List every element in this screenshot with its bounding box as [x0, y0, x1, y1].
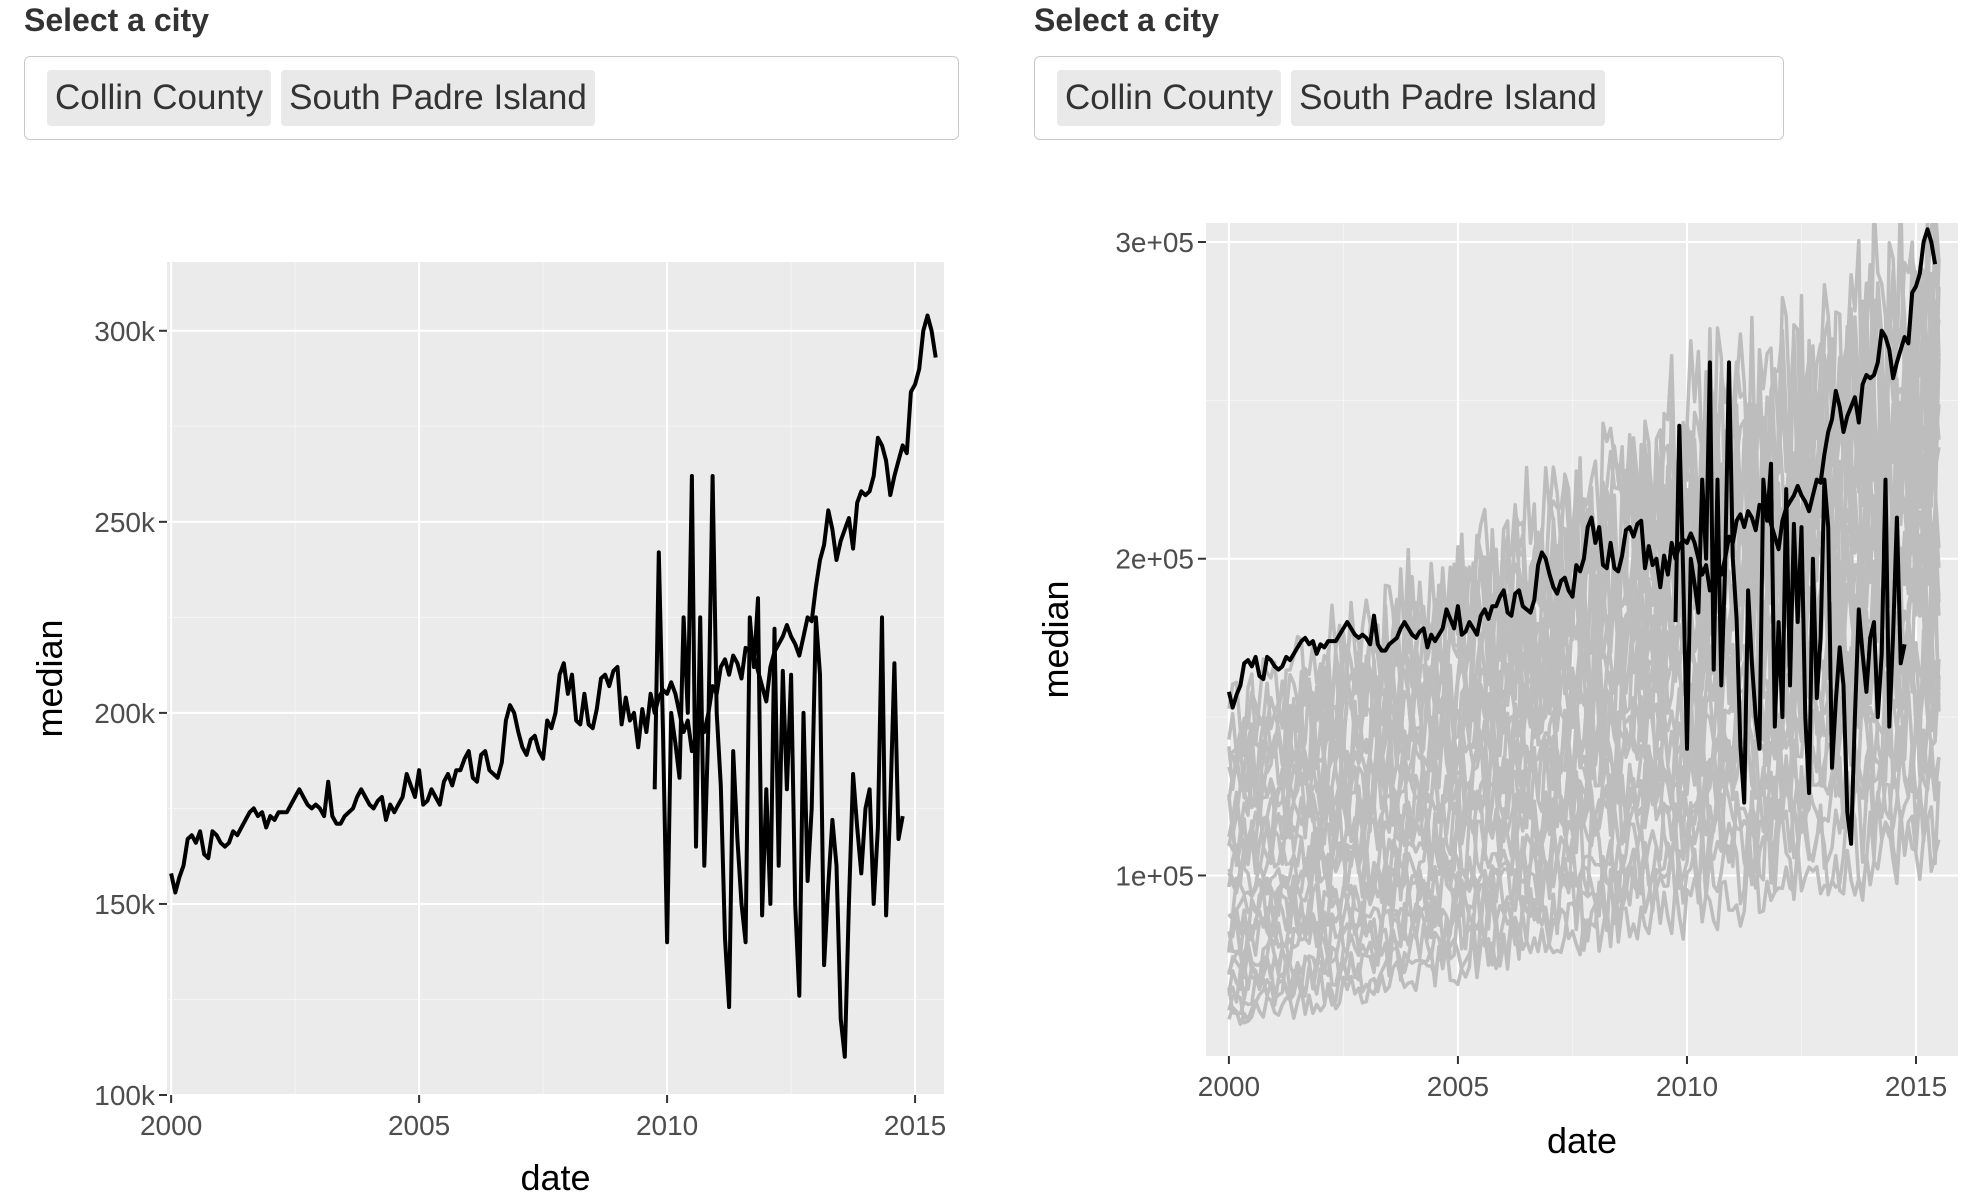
x-tick-label: 2015	[884, 1110, 946, 1141]
median-line-chart: 100k 150k 200k 250k 300k 2000 2005 2010 2015 date…	[29, 262, 946, 1194]
city-select-input[interactable]: Collin County South Padre Island	[1034, 56, 1784, 140]
background-series-line	[1227, 745, 1941, 1016]
x-tick-label: 2010	[636, 1110, 698, 1141]
x-axis-title: date	[520, 1157, 590, 1194]
y-tick-label: 200k	[94, 698, 156, 729]
select-city-label: Select a city	[24, 2, 209, 38]
median-line-chart-with-context: 1e+05 2e+05 3e+05 2000 2005 2010 2015 date media…	[1035, 223, 1958, 1161]
city-chip[interactable]: Collin County	[1057, 70, 1282, 126]
city-chip[interactable]: South Padre Island	[281, 70, 595, 126]
y-axis-title: median	[29, 619, 70, 737]
series-line-2	[652, 474, 905, 1059]
x-tick-label: 2005	[1427, 1071, 1489, 1102]
y-tick-label: 100k	[94, 1080, 156, 1111]
background-series-line	[1227, 223, 1941, 758]
plot-area	[1226, 223, 1941, 1026]
y-tick-label: 300k	[94, 316, 156, 347]
x-tick-label: 2015	[1885, 1071, 1947, 1102]
y-tick-label: 1e+05	[1115, 860, 1194, 891]
city-chip[interactable]: Collin County	[47, 70, 272, 126]
background-series-line	[1227, 668, 1941, 985]
left-panel: Select a city Collin County South Padre …	[24, 2, 959, 1194]
y-axis-title: median	[1035, 580, 1076, 698]
x-tick-label: 2000	[1198, 1071, 1260, 1102]
background-series-line	[1227, 569, 1941, 952]
select-city-label: Select a city	[1034, 2, 1219, 38]
x-tick-label: 2005	[388, 1110, 450, 1141]
right-panel: Select a city Collin County South Padre …	[1010, 0, 1970, 1194]
series-line-2	[1673, 360, 1907, 846]
x-tick-label: 2010	[1656, 1071, 1718, 1102]
plot-panel	[167, 262, 944, 1095]
y-tick-label: 150k	[94, 889, 156, 920]
y-tick-label: 2e+05	[1115, 544, 1194, 575]
background-series-line	[1228, 434, 1941, 867]
y-tick-label: 3e+05	[1115, 227, 1194, 258]
y-tick-label: 250k	[94, 507, 156, 538]
city-select-input[interactable]: Collin County South Padre Island	[24, 56, 959, 140]
x-tick-label: 2000	[140, 1110, 202, 1141]
plot-area	[169, 313, 938, 1059]
series-line-1	[1226, 227, 1938, 710]
minor-gridlines	[167, 262, 944, 1095]
series-line-1	[169, 313, 938, 895]
x-axis-title: date	[1547, 1120, 1617, 1161]
city-chip[interactable]: South Padre Island	[1291, 70, 1605, 126]
